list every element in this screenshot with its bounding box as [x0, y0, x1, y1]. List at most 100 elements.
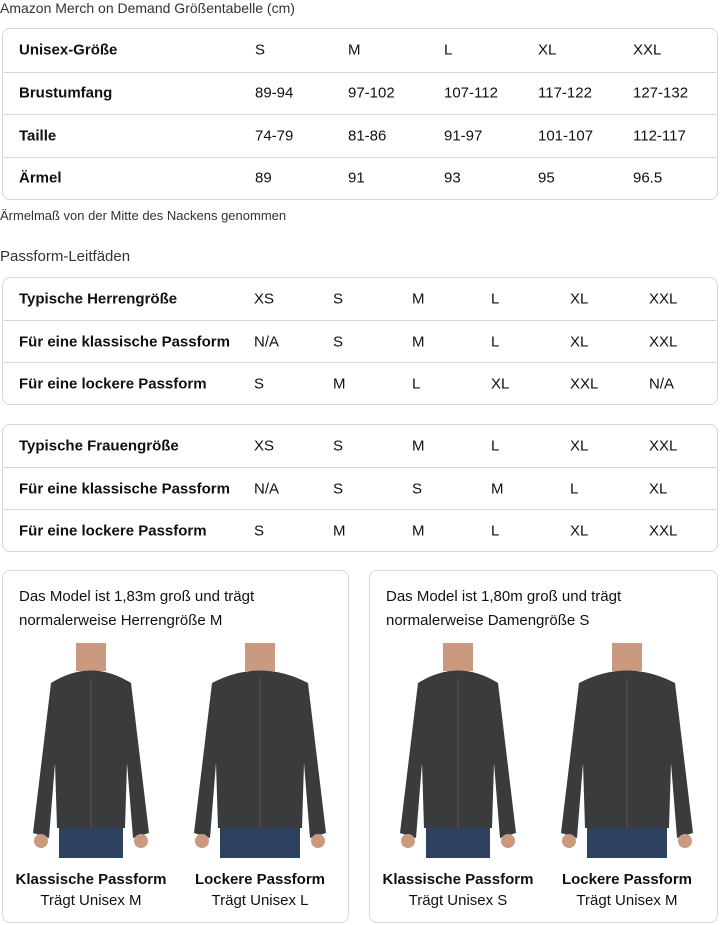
table-cell: 81-86 — [348, 127, 387, 145]
fit-name: Lockere Passform — [561, 871, 693, 888]
fit-size: Trägt Unisex M — [40, 892, 142, 909]
model-photo — [557, 643, 697, 858]
row-label: Unisex-Größe — [19, 41, 118, 59]
table-cell: 89-94 — [255, 84, 294, 102]
table-row: Unisex-Größe S M L XL XXL — [3, 29, 717, 72]
model-description: Das Model ist 1,80m groß und trägt norma… — [386, 588, 622, 629]
row-label: Typische Frauengröße — [19, 437, 179, 455]
table-cell: XS — [254, 437, 275, 455]
table-cell: L — [444, 41, 453, 59]
fit-name: Klassische Passform — [382, 871, 534, 888]
table-cell: XXL — [649, 437, 678, 455]
table-cell: S — [333, 290, 344, 308]
table-cell: M — [412, 333, 425, 350]
table-cell: S — [333, 437, 344, 455]
table-row: Für eine lockere Passform S M L XL XXL N/A — [3, 362, 717, 404]
table-cell: M — [333, 522, 346, 539]
row-label: Für eine lockere Passform — [19, 375, 207, 392]
row-label: Brustumfang — [19, 84, 113, 102]
table-cell: 74-79 — [255, 127, 294, 145]
table-cell: M — [412, 290, 425, 308]
table-cell: L — [412, 375, 421, 392]
table-cell: XL — [649, 480, 668, 497]
table-row: Ärmel 89 91 93 95 96.5 — [3, 156, 717, 200]
table-cell: 97-102 — [348, 84, 395, 102]
table-cell: XXL — [570, 375, 599, 392]
table-cell: S — [254, 522, 265, 539]
table-cell: 107-112 — [444, 84, 498, 102]
table-cell: XL — [570, 437, 589, 455]
table-cell: S — [333, 333, 344, 350]
model-description: Das Model ist 1,83m groß und trägt norma… — [19, 588, 255, 629]
table-cell: XXL — [633, 41, 662, 59]
row-label: Typische Herrengröße — [19, 290, 178, 308]
fit-caption: Lockere Passform Trägt Unisex L — [180, 869, 340, 911]
model-photo — [190, 643, 330, 858]
table-cell: L — [491, 437, 500, 455]
fit-name: Lockere Passform — [194, 871, 326, 888]
table-cell: N/A — [254, 480, 280, 497]
table-cell: S — [412, 480, 423, 497]
row-label: Für eine klassische Passform — [19, 333, 230, 350]
table-cell: 91-97 — [444, 127, 483, 145]
table-cell: XXL — [649, 522, 678, 539]
table-cell: L — [491, 333, 500, 350]
fit-size: Trägt Unisex L — [211, 892, 309, 909]
men-fit-table: Typische Herrengröße XS S M L XL XXL Für eine k… — [2, 277, 718, 405]
table-cell: 93 — [444, 169, 461, 187]
model-photo — [21, 643, 161, 858]
table-cell: 101-107 — [538, 127, 594, 145]
table-cell: XL — [570, 290, 589, 308]
fit-guide-title: Passform-Leitfäden — [0, 248, 131, 265]
women-fit-table: Typische Frauengröße XS S M L XL XXL Für eine k… — [2, 424, 718, 552]
table-cell: S — [254, 375, 265, 392]
table-cell: S — [255, 41, 266, 59]
table-cell: XL — [491, 375, 510, 392]
table-row: Taille 74-79 81-86 91-97 101-107 112-117 — [3, 114, 717, 157]
row-label: Für eine lockere Passform — [19, 522, 207, 539]
table-cell: XS — [254, 290, 275, 308]
table-cell: M — [333, 375, 346, 392]
table-row: Typische Herrengröße XS S M L XL XXL — [3, 278, 717, 320]
fit-caption: Klassische Passform Trägt Unisex M — [11, 869, 171, 911]
table-cell: 89 — [255, 169, 272, 187]
fit-size: Trägt Unisex S — [408, 892, 508, 909]
table-cell: 96.5 — [633, 169, 663, 187]
table-row: Für eine klassische Passform N/A S M L XL XXL — [3, 320, 717, 362]
fit-caption: Lockere Passform Trägt Unisex M — [547, 869, 707, 911]
table-cell: 117-122 — [538, 84, 592, 102]
table-cell: N/A — [254, 333, 280, 350]
table-row: Typische Frauengröße XS S M L XL XXL — [3, 425, 717, 467]
chart-title: Amazon Merch on Demand Größentabelle (cm… — [0, 0, 295, 16]
table-row: Brustumfang 89-94 97-102 107-112 117-122 127-… — [3, 71, 717, 115]
table-cell: XL — [570, 333, 589, 350]
table-cell: 91 — [348, 169, 365, 187]
table-cell: 127-132 — [633, 84, 689, 102]
table-cell: M — [412, 522, 425, 539]
table-cell: S — [333, 480, 344, 497]
table-cell: XL — [538, 41, 557, 59]
table-cell: L — [570, 480, 579, 497]
size-table: Unisex-Größe S M L XL XXL Brustumfang 89-94 97-1… — [2, 28, 718, 200]
row-label: Ärmel — [19, 169, 62, 187]
table-cell: XL — [570, 522, 589, 539]
table-cell: N/A — [649, 375, 675, 392]
men-model-card: Das Model ist 1,83m groß und trägt norma… — [2, 570, 349, 923]
fit-caption: Klassische Passform Trägt Unisex S — [378, 869, 538, 911]
sleeve-note: Ärmelmaß von der Mitte des Nackens genom… — [0, 208, 287, 223]
table-cell: L — [491, 522, 500, 539]
women-model-card: Das Model ist 1,80m groß und trägt norma… — [369, 570, 718, 923]
model-photo — [388, 643, 528, 858]
table-row: Für eine lockere Passform S M M L XL XXL — [3, 509, 717, 551]
table-cell: XXL — [649, 290, 678, 308]
table-cell: 95 — [538, 169, 555, 187]
table-cell: XXL — [649, 333, 678, 350]
table-cell: L — [491, 290, 500, 308]
row-label: Taille — [19, 127, 57, 145]
table-cell: 112-117 — [633, 127, 686, 145]
row-label: Für eine klassische Passform — [19, 480, 230, 497]
fit-name: Klassische Passform — [15, 871, 167, 888]
table-row: Für eine klassische Passform N/A S S M L XL — [3, 467, 717, 509]
table-cell: M — [412, 437, 425, 455]
table-cell: M — [348, 41, 361, 59]
